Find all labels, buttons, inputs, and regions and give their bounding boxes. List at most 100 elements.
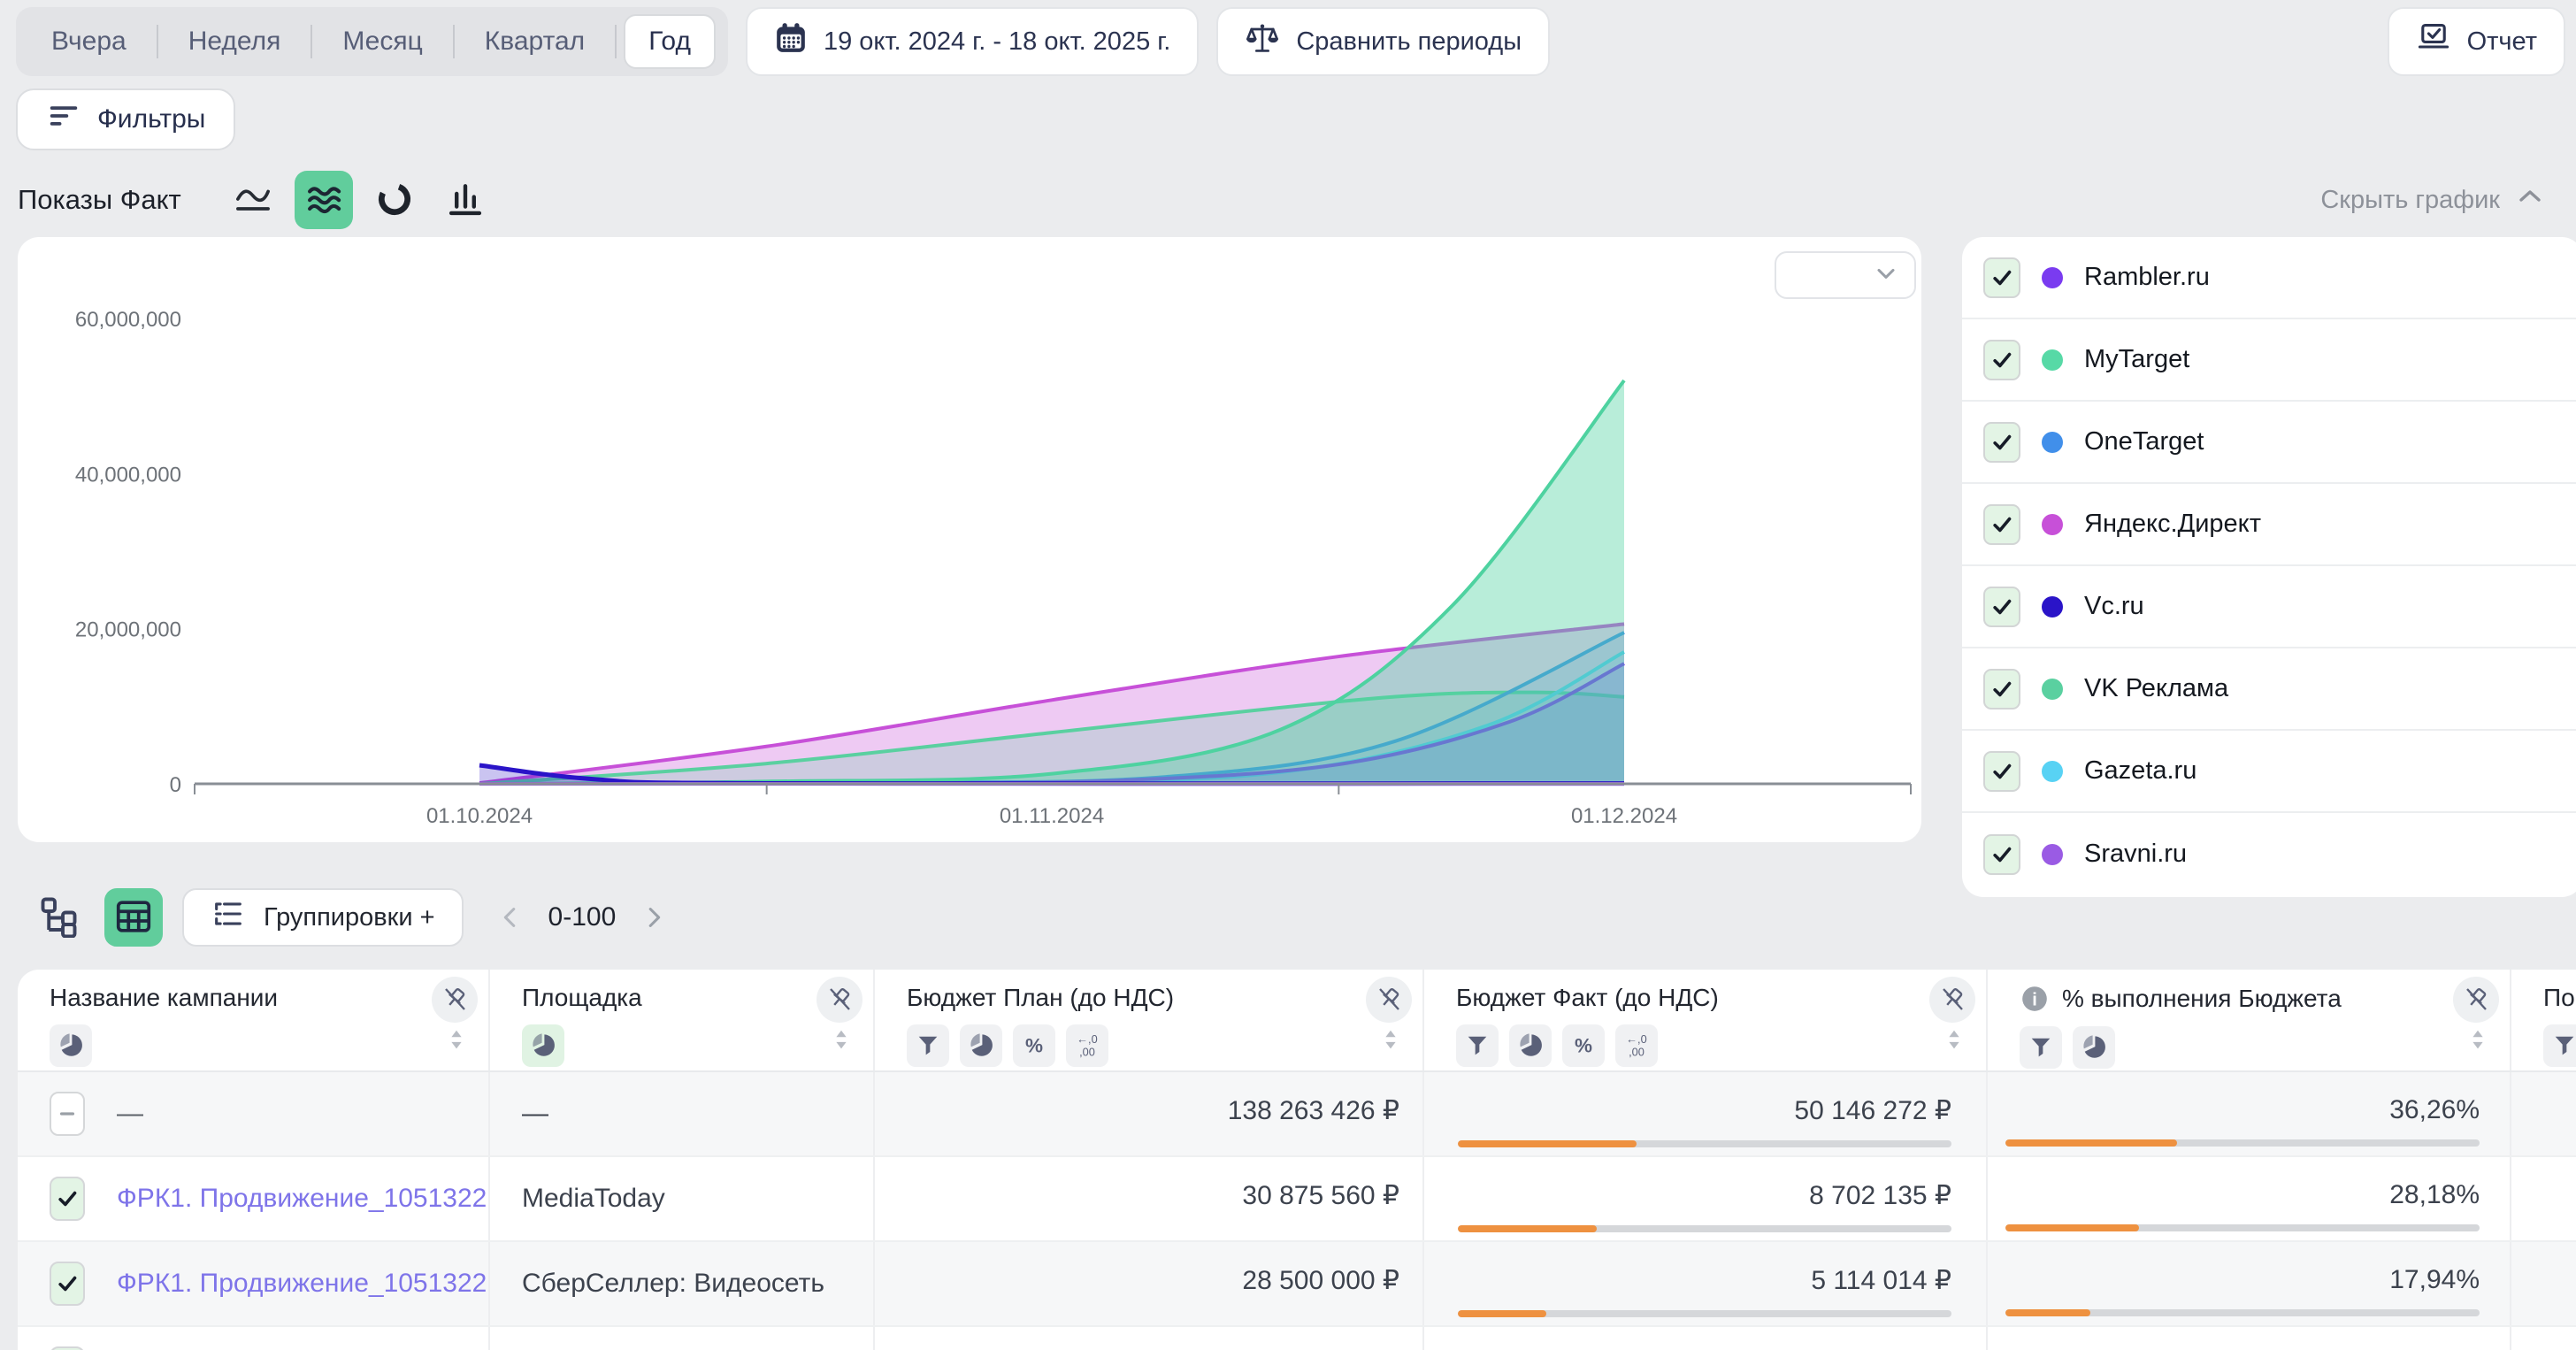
legend-color-dot xyxy=(2042,595,2063,617)
column-3-tool-filter[interactable] xyxy=(1456,1024,1499,1067)
unpin-icon xyxy=(830,987,850,1010)
legend-checkbox-2[interactable] xyxy=(1983,421,2020,463)
column-title: Площадка xyxy=(522,984,642,1011)
column-3-tool-pie[interactable] xyxy=(1509,1024,1552,1067)
percent-progress-bar xyxy=(2005,1139,2480,1147)
percent-cell: 28,18% xyxy=(1988,1157,2511,1240)
column-sort-button[interactable] xyxy=(829,1026,854,1055)
column-2-tool-pie[interactable] xyxy=(960,1024,1002,1067)
period-tab-1[interactable]: Неделя xyxy=(158,27,311,57)
table-view-button[interactable] xyxy=(104,888,163,947)
platform-cell: VideoNetwork xyxy=(490,1327,875,1350)
column-sort-button[interactable] xyxy=(444,1026,469,1055)
campaign-name-cell: — xyxy=(18,1072,490,1155)
column-2-tool-percent[interactable]: % xyxy=(1013,1024,1055,1067)
legend-label: MyTarget xyxy=(2084,345,2190,373)
period-tab-2[interactable]: Месяц xyxy=(312,27,452,57)
topbar: Вчера Неделя Месяц Квартал Год 19 окт. 2024 … xyxy=(16,7,2565,76)
legend-item-2: OneTarget xyxy=(1962,402,2576,484)
legend-label: Rambler.ru xyxy=(2084,263,2210,291)
column-2-tool-filter[interactable] xyxy=(907,1024,949,1067)
campaign-name-cell: ФРК1. Продвижение_1051322 xyxy=(18,1327,490,1350)
fact-value: 8 702 135 ₽ xyxy=(1809,1181,1951,1210)
hide-chart-button[interactable]: Скрыть график xyxy=(2320,180,2558,219)
donut-chart-type-button[interactable] xyxy=(365,171,424,229)
fact-value: 5 114 014 ₽ xyxy=(1811,1266,1951,1295)
extra-cell xyxy=(2511,1327,2576,1350)
column-3-tool-percent[interactable]: % xyxy=(1562,1024,1605,1067)
row-checkbox[interactable] xyxy=(50,1177,85,1221)
filters-button[interactable]: Фильтры xyxy=(16,88,236,150)
date-range-button[interactable]: 19 окт. 2024 г. - 18 окт. 2025 г. xyxy=(745,7,1200,76)
column-sort-button[interactable] xyxy=(2465,1026,2490,1055)
report-button[interactable]: Отчет xyxy=(2387,7,2565,76)
check-icon xyxy=(1993,847,2012,862)
compare-periods-button[interactable]: Сравнить периоды xyxy=(1216,7,1551,76)
unpin-icon xyxy=(445,987,465,1010)
column-pin-button[interactable] xyxy=(2453,977,2499,1023)
campaign-table: Название кампании Площадка Бюджет План (до… xyxy=(18,970,2576,1350)
area-chart-type-button[interactable] xyxy=(294,171,353,229)
column-sort-button[interactable] xyxy=(1378,1026,1403,1055)
y-axis-tick-label: 40,000,000 xyxy=(75,463,181,487)
platform-label: — xyxy=(522,1099,548,1128)
column-sort-button[interactable] xyxy=(1942,1026,1966,1055)
grouping-button[interactable]: Группировки + xyxy=(182,888,464,947)
period-tab-3[interactable]: Квартал xyxy=(455,27,615,57)
platform-label: MediaToday xyxy=(522,1184,665,1213)
period-tab-4[interactable]: Год xyxy=(624,14,716,69)
calendar-icon xyxy=(774,21,808,62)
legend-checkbox-6[interactable] xyxy=(1983,750,2020,792)
column-4-tool-filter[interactable] xyxy=(2020,1026,2062,1069)
line-chart-type-button[interactable] xyxy=(224,171,282,229)
column-1-tool-pie[interactable] xyxy=(522,1024,564,1067)
decimal-icon: ←,0,00 xyxy=(1077,1032,1097,1059)
legend-checkbox-3[interactable] xyxy=(1983,503,2020,545)
row-checkbox-indeterminate[interactable] xyxy=(50,1092,85,1136)
column-2-tool-decimal[interactable]: ←,0,00 xyxy=(1066,1024,1108,1067)
legend-color-dot xyxy=(2042,843,2063,865)
campaign-name-cell: ФРК1. Продвижение_1051322 xyxy=(18,1242,490,1325)
pie-chart-icon xyxy=(970,1033,993,1056)
tree-view-button[interactable] xyxy=(35,893,85,942)
chevron-down-icon xyxy=(1872,259,1900,292)
page-next-button[interactable] xyxy=(639,902,669,932)
period-tab-0[interactable]: Вчера xyxy=(21,27,157,57)
bar-chart-type-button[interactable] xyxy=(436,171,494,229)
legend-checkbox-5[interactable] xyxy=(1983,668,2020,710)
page-prev-button[interactable] xyxy=(495,902,525,932)
column-3-tool-decimal[interactable]: ←,0,00 xyxy=(1615,1024,1658,1067)
date-range-label: 19 окт. 2024 г. - 18 окт. 2025 г. xyxy=(823,27,1171,56)
column-header-4: i% выполнения Бюджета xyxy=(1988,970,2511,1070)
fact-cell: 8 702 135 ₽ xyxy=(1424,1157,1988,1240)
series-area xyxy=(479,624,1624,784)
row-checkbox[interactable] xyxy=(50,1346,85,1350)
column-pin-button[interactable] xyxy=(1366,977,1412,1023)
column-pin-button[interactable] xyxy=(432,977,478,1023)
table-row-3: ФРК1. Продвижение_1051322VideoNetwork15 … xyxy=(18,1327,2576,1350)
table-header-row: Название кампании Площадка Бюджет План (до… xyxy=(18,970,2576,1072)
legend-checkbox-4[interactable] xyxy=(1983,586,2020,627)
decimal-icon: ←,0,00 xyxy=(1626,1032,1646,1059)
column-4-tool-pie[interactable] xyxy=(2073,1026,2115,1069)
legend-item-0: Rambler.ru xyxy=(1962,237,2576,319)
table-row-0: — — 138 263 426 ₽ 50 146 272 ₽ 36,26% xyxy=(18,1072,2576,1157)
legend-checkbox-7[interactable] xyxy=(1983,833,2020,875)
column-pin-button[interactable] xyxy=(1929,977,1975,1023)
column-0-tool-pie[interactable] xyxy=(50,1024,92,1067)
info-icon: i xyxy=(2022,986,2047,1011)
legend-item-3: Яндекс.Директ xyxy=(1962,484,2576,566)
column-pin-button[interactable] xyxy=(816,977,862,1023)
period-divider xyxy=(310,25,313,58)
check-icon xyxy=(1993,763,2012,779)
grouping-label: Группировки + xyxy=(264,902,435,932)
row-checkbox[interactable] xyxy=(50,1262,85,1306)
column-5-tool-filter[interactable] xyxy=(2543,1024,2576,1067)
legend-checkbox-1[interactable] xyxy=(1983,339,2020,380)
area-chart-icon xyxy=(304,180,343,221)
campaign-link[interactable]: ФРК1. Продвижение_1051322 xyxy=(117,1269,487,1298)
chart-scale-select[interactable] xyxy=(1775,251,1916,299)
legend-checkbox-0[interactable] xyxy=(1983,257,2020,298)
campaign-link[interactable]: ФРК1. Продвижение_1051322 xyxy=(117,1184,487,1213)
